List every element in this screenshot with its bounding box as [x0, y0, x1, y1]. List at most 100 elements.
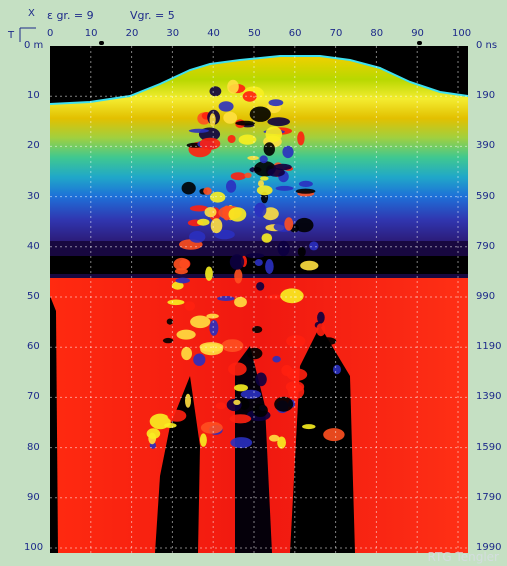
anomaly-blob: [199, 433, 207, 447]
anomaly-blob: [277, 436, 286, 449]
anomaly-blob: [226, 180, 237, 193]
left-tick-label: 90: [27, 491, 40, 503]
right-tick-label: 1390: [476, 391, 502, 403]
left-tick-label: 20: [27, 140, 40, 152]
anomaly-blob: [280, 288, 304, 304]
corner-axis-glyph: [6, 6, 46, 42]
anomaly-blob: [239, 398, 250, 410]
anomaly-blob: [242, 91, 257, 102]
anomaly-blob: [181, 346, 193, 361]
left-tick-label: 80: [27, 441, 40, 453]
anomaly-blob: [265, 259, 274, 274]
anomaly-blob: [190, 315, 211, 329]
anomaly-blob: [185, 393, 191, 408]
anomaly-blob: [282, 145, 294, 159]
anomaly-blob: [209, 113, 216, 127]
anomaly-blob: [316, 323, 326, 337]
top-tick-label: 0: [47, 28, 54, 39]
anomaly-blob: [209, 86, 222, 97]
anomaly-blob: [230, 172, 246, 181]
left-tick-label: 0 m: [24, 40, 44, 51]
anomaly-blob: [210, 191, 226, 203]
anomaly-blob: [226, 398, 242, 412]
top-tick-label: 50: [248, 28, 261, 39]
anomaly-blob: [261, 233, 273, 243]
left-tick-label: 30: [27, 190, 40, 202]
right-tick-label: 990: [476, 291, 496, 302]
anomaly-blob: [302, 424, 316, 430]
anomaly-blob: [267, 168, 285, 177]
anomaly-blob: [333, 364, 341, 375]
anomaly-blob: [206, 313, 219, 319]
anomaly-blob: [228, 362, 247, 376]
anomaly-blob: [255, 372, 267, 387]
anomaly-blob: [252, 326, 263, 333]
anomaly-blob: [269, 434, 280, 442]
anomaly-blob: [176, 329, 196, 340]
top-tick-label: 70: [329, 28, 343, 39]
anomaly-blob: [286, 335, 306, 348]
anomaly-blob: [297, 430, 320, 438]
anomaly-blob: [256, 282, 265, 291]
void-center-left: [235, 346, 272, 553]
anomaly-blob: [197, 218, 210, 226]
layered-soil-zone: [50, 56, 468, 251]
anomaly-blob: [284, 217, 294, 231]
anomaly-blob: [235, 120, 255, 126]
anomaly-blob: [319, 337, 337, 346]
anomaly-blob: [215, 402, 226, 410]
anomaly-blob: [263, 142, 275, 156]
anomaly-blob: [229, 254, 245, 270]
anomaly-blob: [189, 205, 209, 212]
anomaly-blob: [240, 389, 262, 399]
top-axis-marker[interactable]: [417, 41, 423, 45]
anomaly-blob: [267, 117, 290, 127]
anomaly-blob: [254, 202, 267, 218]
anomaly-blob: [189, 231, 206, 243]
anomaly-blob: [272, 355, 281, 363]
right-tick-label: 790: [476, 240, 496, 252]
anomaly-blob: [259, 155, 268, 164]
corner-t-label: T: [8, 30, 15, 41]
anomaly-blob: [223, 111, 238, 124]
anomaly-blob: [229, 414, 252, 424]
anomaly-blob: [167, 299, 185, 306]
anomaly-blob: [295, 188, 316, 194]
left-tick-label: 10: [27, 90, 40, 102]
velocity-label: Vgr. = 5: [130, 9, 175, 22]
anomaly-blob: [173, 257, 190, 271]
anomaly-blob: [184, 301, 196, 311]
anomaly-blob: [209, 320, 219, 336]
anomaly-blob: [234, 384, 248, 392]
top-tick-label: 80: [370, 28, 384, 39]
radargram-image: [50, 46, 468, 553]
right-tick-label: 1590: [476, 441, 502, 453]
anomaly-blob: [234, 296, 247, 308]
anomaly-blob: [317, 311, 325, 324]
anomaly-blob: [167, 409, 187, 422]
anomaly-blob: [228, 207, 247, 222]
anomaly-blob: [221, 339, 244, 352]
anomaly-blob: [247, 347, 263, 360]
top-tick-label: 60: [288, 28, 302, 39]
anomaly-blob: [233, 399, 241, 405]
anomaly-blob: [323, 428, 345, 442]
anomaly-blob: [295, 217, 314, 233]
top-tick-label: 90: [411, 28, 424, 39]
left-tick-label: 50: [27, 291, 40, 302]
corner-x-label: X: [28, 8, 35, 19]
anomaly-blob: [146, 428, 161, 439]
top-tick-label: 20: [125, 28, 139, 39]
anomaly-blob: [268, 99, 284, 107]
anomaly-blob: [175, 277, 190, 284]
anomaly-blob: [286, 368, 308, 381]
anomaly-blob: [162, 337, 174, 344]
radargram-plot[interactable]: [50, 46, 468, 553]
anomaly-blob: [227, 79, 239, 94]
top-axis-marker[interactable]: [99, 41, 104, 45]
right-tick-label: 0 ns: [476, 40, 498, 51]
epsilon-label: ε gr. = 9: [47, 9, 94, 22]
left-tick-label: 100: [24, 542, 44, 553]
anomaly-blob: [171, 281, 184, 290]
anomaly-blob: [256, 185, 273, 196]
